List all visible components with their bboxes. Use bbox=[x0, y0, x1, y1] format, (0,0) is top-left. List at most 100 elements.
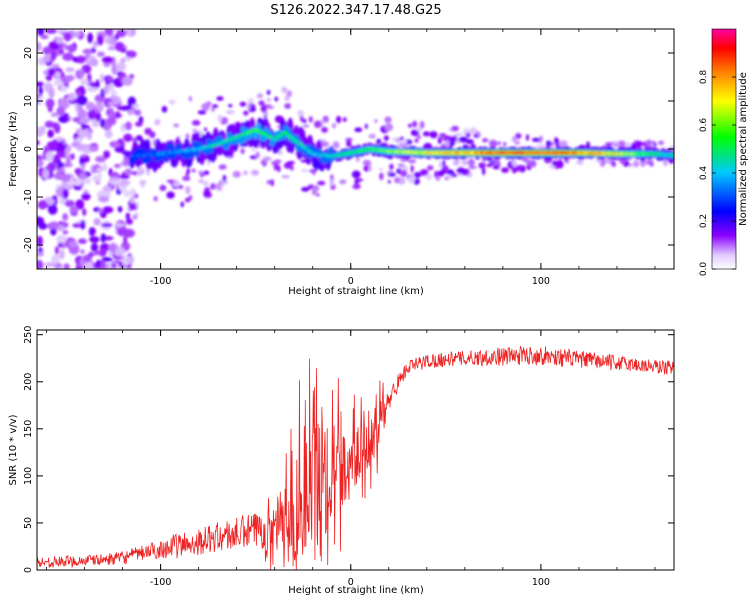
spectrogram-xlabel: Height of straight line (km) bbox=[288, 286, 424, 297]
spectrogram-noise-blob bbox=[106, 111, 116, 118]
spectrogram-noise-blob bbox=[44, 262, 56, 268]
colorbar-tick-label: 0.0 bbox=[699, 262, 709, 277]
spectrogram-noise-blob bbox=[47, 204, 58, 215]
spectrogram-noise-blob bbox=[527, 160, 537, 167]
spectrogram-noise-blob bbox=[104, 130, 113, 139]
spectrogram-noise-blob bbox=[113, 163, 121, 169]
spectrogram-noise-blob bbox=[56, 150, 66, 157]
spectrogram-noise-blob bbox=[121, 75, 133, 86]
spectrogram-noise-blob bbox=[70, 153, 75, 160]
spectrogram-noise-blob bbox=[439, 133, 447, 137]
spectrogram-noise-blob bbox=[82, 48, 93, 55]
spectrogram-noise-blob bbox=[37, 41, 42, 52]
spectrogram-noise-blob bbox=[492, 165, 500, 170]
spectrogram-noise-blob bbox=[104, 29, 114, 36]
spectrogram-noise-blob bbox=[123, 190, 130, 198]
spectrogram-noise-blob bbox=[511, 136, 518, 143]
spectrogram-noise-blob bbox=[114, 111, 121, 118]
spectrogram-noise-blob bbox=[435, 176, 441, 181]
spectrogram-noise-blob bbox=[37, 81, 45, 87]
spectrogram-noise-blob bbox=[188, 95, 193, 102]
spectrogram-noise-blob bbox=[101, 222, 113, 228]
spectrogram-noise-blob bbox=[511, 160, 518, 167]
spectrogram-noise-blob bbox=[94, 249, 99, 256]
spectrogram-ridge-outer bbox=[208, 146, 214, 154]
spectrogram-noise-blob bbox=[461, 159, 469, 166]
spectrogram-noise-blob bbox=[419, 120, 425, 129]
spectrogram-noise-blob bbox=[55, 184, 61, 189]
spectrogram-noise-blob bbox=[51, 195, 58, 201]
colorbar: 0.0 0.2 0.4 0.6 0.8 Normalized spectral ampl… bbox=[699, 28, 749, 277]
spectrogram-noise-blob bbox=[408, 123, 412, 128]
spectrogram-noise-blob bbox=[135, 201, 139, 208]
spectrogram-noise-blob bbox=[330, 174, 334, 180]
spectrogram-noise-blob bbox=[75, 91, 81, 97]
snr-frame bbox=[36, 329, 675, 571]
spectrogram-noise-blob bbox=[329, 178, 334, 187]
spectrogram-noise-blob bbox=[59, 85, 68, 93]
spectrogram-noise-blob bbox=[205, 101, 212, 106]
spectrogram-noise-blob bbox=[83, 262, 94, 269]
spectrogram-noise-blob bbox=[625, 142, 631, 148]
spectrogram-noise-blob bbox=[352, 183, 361, 190]
spectrogram-noise-blob bbox=[273, 163, 278, 171]
spectrogram-noise-blob bbox=[191, 168, 196, 173]
spectrogram-noise-blob bbox=[191, 120, 201, 126]
spectrogram-noise-blob bbox=[287, 103, 291, 110]
spectrogram-noise-blob bbox=[45, 151, 54, 162]
spectrogram-noise-blob bbox=[185, 133, 190, 140]
spectrogram-noise-blob bbox=[85, 101, 95, 111]
spectrogram-noise-blob bbox=[632, 160, 640, 168]
spectrogram-noise-blob bbox=[364, 123, 368, 129]
spectrogram-noise-blob bbox=[469, 127, 477, 135]
spectrogram-noise-blob bbox=[222, 174, 227, 182]
spectrogram-noise-blob bbox=[53, 262, 63, 269]
spectrogram-noise-blob bbox=[515, 165, 524, 172]
spectrogram-noise-blob bbox=[192, 128, 198, 133]
spectrogram-noise-blob bbox=[422, 131, 430, 137]
spectrogram-noise-blob bbox=[258, 100, 265, 106]
spectrogram-noise-blob bbox=[107, 101, 115, 107]
spectrogram-noise-blob bbox=[123, 133, 133, 142]
spectrogram-noise-blob bbox=[243, 110, 249, 116]
spectrogram-noise-blob bbox=[68, 241, 78, 248]
figure-title: S126.2022.347.17.48.G25 bbox=[270, 3, 441, 18]
spectrogram-noise-blob bbox=[69, 206, 79, 214]
spectrogram-noise-blob bbox=[87, 109, 97, 120]
spectrogram-ridge-outer bbox=[204, 148, 210, 155]
spectrogram-noise-blob bbox=[256, 93, 264, 99]
spectrogram-noise-blob bbox=[398, 177, 406, 185]
spectrogram-noise-blob bbox=[67, 44, 76, 53]
spectrogram-noise-blob bbox=[465, 133, 471, 138]
spectrogram-noise-blob bbox=[346, 139, 351, 146]
spectrogram-noise-blob bbox=[109, 243, 117, 253]
spectrogram-noise-blob bbox=[112, 142, 121, 148]
spectrogram-noise-blob bbox=[388, 172, 396, 177]
spectrogram-noise-blob bbox=[308, 116, 313, 123]
spectrogram-noise-blob bbox=[198, 179, 205, 184]
spectrogram-noise-blob bbox=[277, 165, 281, 173]
spectrogram-noise-blob bbox=[103, 150, 111, 159]
spectrogram-noise-blob bbox=[217, 114, 223, 122]
spectrogram-noise-blob bbox=[98, 196, 110, 203]
spectrogram-noise-blob bbox=[225, 109, 235, 115]
spectrogram-noise-blob bbox=[139, 180, 147, 185]
spectrogram-noise-blob bbox=[104, 36, 112, 45]
spectrogram-noise-blob bbox=[243, 170, 248, 176]
spectrogram-noise-blob bbox=[75, 199, 85, 210]
spectrogram-noise-blob bbox=[106, 116, 117, 126]
spectrogram-noise-blob bbox=[73, 181, 82, 186]
spectrogram-noise-blob bbox=[316, 193, 320, 197]
spectrogram-noise-blob bbox=[400, 139, 408, 145]
spectrogram-noise-blob bbox=[73, 185, 82, 191]
spectrogram-noise-blob bbox=[416, 135, 421, 140]
spectrogram-noise-blob bbox=[60, 29, 69, 33]
spectrogram-noise-blob bbox=[75, 137, 83, 143]
colorbar-label: Normalized spectral amplitude bbox=[738, 72, 749, 226]
spectrogram-noise-blob bbox=[79, 156, 86, 165]
spectrogram-noise-blob bbox=[410, 164, 414, 173]
spectrogram-noise-blob bbox=[51, 254, 60, 264]
spectrogram-noise-blob bbox=[525, 134, 530, 141]
spectrogram-noise-blob bbox=[486, 163, 493, 168]
spectrogram-noise-blob bbox=[312, 185, 320, 192]
